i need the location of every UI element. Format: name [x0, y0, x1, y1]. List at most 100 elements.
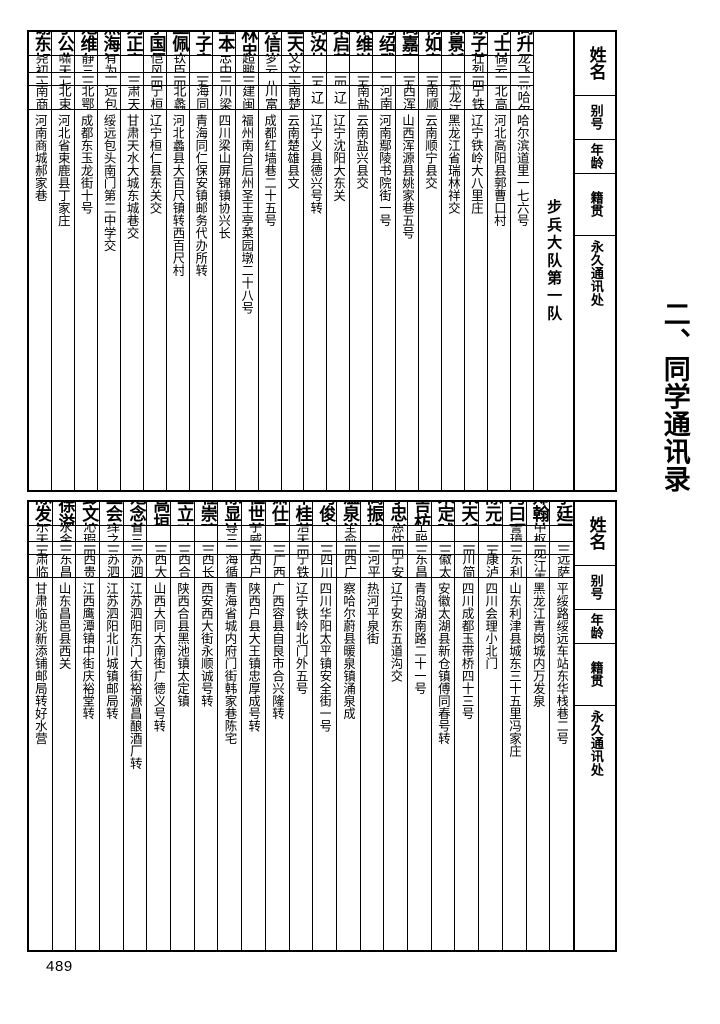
- cell-origin-text: 山东昌邑: [412, 555, 427, 577]
- cell-address-text: 陕西合县黑池镇太定镇: [175, 581, 190, 707]
- cell-age-text: 二一: [377, 73, 392, 85]
- cell-alias-text: 又文: [285, 56, 301, 73]
- cell-age-text: 二二: [317, 542, 332, 554]
- cell-address: 绥远包头南门第二中学交: [98, 110, 120, 490]
- page-number: 489: [46, 958, 73, 975]
- cell-age-text: 二三: [216, 73, 231, 85]
- cell-origin: 安徽太湖: [431, 555, 455, 578]
- cell-name: 宋天任: [455, 502, 479, 526]
- cell-origin-text: 湖北鄂城: [79, 86, 94, 108]
- cell-name-text: 范念曾: [126, 502, 146, 525]
- cell-origin: 绥远包头: [97, 86, 120, 110]
- cell-address-text: 甘肃临洮新添铺邮局转好水营: [33, 581, 47, 745]
- cell-address-text: 河南鄢陵书院街一号: [377, 113, 392, 227]
- person-record-column: 范维仁静三二二湖北鄂城成都东玉龙街十号: [73, 32, 97, 490]
- cell-alias-text: 慈忱: [388, 525, 404, 543]
- cell-origin: 陕西合县: [171, 555, 194, 578]
- cell-origin-text: 陕西合县: [175, 555, 190, 577]
- cell-origin-text: 河北蠡县: [170, 86, 185, 108]
- cell-age-text: 二三: [57, 542, 72, 554]
- column-header-label: 姓名: [585, 46, 606, 81]
- cell-origin: 河北束鹿: [51, 86, 74, 110]
- person-record-column: 高汝忱二五辽辽宁义县德兴号转: [303, 32, 327, 490]
- cell-origin: 云南顺宁: [419, 86, 442, 110]
- cell-address-text: 察哈尔蔚县暖泉镇涌泉成: [341, 581, 356, 720]
- cell-alias-text: 中枢: [530, 525, 546, 543]
- cell-origin-text: 福建闽侯: [239, 86, 254, 108]
- cell-name: 陈发智: [28, 502, 52, 526]
- cell-origin: 四川梁山: [212, 86, 235, 110]
- person-record-column: 丁公典啸天二七河北束鹿河北省束鹿县丁家庄: [50, 32, 74, 490]
- cell-name-text: 杨如寿: [421, 32, 441, 55]
- cell-origin-text: 云南顺宁: [423, 86, 438, 108]
- person-record-column: 陈显达尊三二一青海循化青海省城内府门街韩家巷陈宅: [217, 502, 242, 950]
- unit-label: 步兵大队第一队: [545, 199, 564, 323]
- cell-address: 四川会理小北门: [479, 578, 502, 950]
- cell-alias: 子威: [242, 526, 265, 543]
- cell-age: 二四: [143, 73, 166, 87]
- cell-age: 二四: [526, 542, 550, 555]
- cell-address-text: 辽宁桓仁县东关交: [148, 113, 162, 214]
- cell-origin-text: 辽: [331, 90, 347, 104]
- cell-age: 二三: [194, 542, 218, 555]
- cell-address-text: 青海同仁保安镇邮务代办所转: [193, 113, 208, 277]
- cell-name-text: 刘正容: [122, 32, 142, 55]
- person-record-column: 朱维瀚二五云南盐兴云南盐兴县交: [349, 32, 373, 490]
- cell-origin-text: 山西大同: [151, 555, 166, 577]
- column-header-alias: 别号: [575, 96, 615, 140]
- cell-alias-text: 静三: [78, 56, 94, 73]
- cell-address-text: 广西容县自良市合兴隆转: [270, 581, 284, 720]
- cell-address: 云南楚雄县文: [282, 110, 304, 490]
- cell-alias: 尧初: [29, 56, 51, 73]
- cell-origin: 热河平泉: [360, 555, 384, 578]
- cell-address-text: 西安西大街永顺诚号转: [199, 581, 213, 707]
- column-header-alias: 别号: [575, 566, 615, 610]
- cell-age: 二五: [419, 73, 442, 87]
- cell-name: 程崇璋: [194, 502, 218, 526]
- cell-address: 青海同仁保安镇邮务代办所转: [190, 110, 212, 490]
- cell-name: 刘正容: [120, 32, 143, 57]
- person-record-column: 范念曾省三二三江苏泗阳江苏泗阳东门大街裕源昌酿酒厂转: [122, 502, 147, 950]
- cell-alias: 啸天: [51, 56, 74, 73]
- cell-origin-text: 辽: [308, 90, 324, 104]
- column-header-label: 别号: [587, 574, 603, 601]
- cell-origin: 辽宁铁岭: [465, 86, 488, 110]
- cell-origin-text: 辽宁桓仁: [147, 86, 162, 108]
- cell-age-text: 二一: [222, 542, 237, 554]
- cell-alias-text: 壮烈: [468, 56, 484, 73]
- cell-name: 范念曾: [123, 502, 147, 526]
- cell-alias-text: 啸天: [55, 56, 71, 73]
- cell-origin: 青海循化: [218, 555, 242, 578]
- cell-address: 成都红墙巷二十五号: [259, 110, 281, 490]
- cell-origin: 江苏泗阳: [99, 555, 123, 578]
- cell-alias: [313, 526, 336, 543]
- cell-origin: 福建闽侯: [235, 86, 258, 110]
- cell-address-text: 甘肃天水大城东城巷交: [125, 113, 139, 239]
- column-header-label: 籍贯: [587, 191, 603, 218]
- directory-table-bottom: 姓名别号年龄籍贯永久通讯处李廷玉二三绥远萨县平绥路绥远车站东华栈巷二号郑翰忱中枢…: [27, 500, 617, 952]
- cell-age-text: 二五: [423, 73, 438, 85]
- cell-origin: 河北蠡县: [166, 86, 189, 110]
- cell-alias: [360, 526, 384, 543]
- person-record-column: 马俊之二二四川四川华阳太平镇安全街一号: [312, 502, 336, 950]
- cell-age: 二二: [74, 73, 97, 87]
- cell-address: 甘肃天水大城东城巷交: [121, 110, 143, 490]
- cell-age: 二四: [289, 542, 313, 555]
- cell-age-text: 二四: [331, 73, 346, 85]
- cell-age: 二四: [465, 73, 488, 87]
- cell-alias: [147, 526, 171, 543]
- cell-origin-text: 辽宁铁岭: [294, 555, 309, 577]
- cell-alias: [120, 56, 143, 73]
- cell-name: 丁公典: [51, 32, 74, 57]
- person-record-column: 李国儒恺风二四辽宁桓仁辽宁桓仁县东关交: [142, 32, 166, 490]
- cell-address-text: 辽宁铁岭大八里庄: [469, 113, 483, 214]
- person-record-column: 谢东旭尧初二六河南商城河南商城郝家巷: [29, 32, 51, 490]
- cell-address-text: 山西浑源县姚家巷五号: [400, 113, 415, 239]
- cell-alias: [194, 526, 218, 543]
- cell-origin-text: 安徽太湖: [436, 555, 451, 577]
- cell-name-text: 高升云: [513, 32, 533, 55]
- cell-alias: 中枢: [526, 525, 550, 543]
- cell-alias: [431, 526, 455, 543]
- cell-age: 二五: [304, 73, 327, 87]
- cell-address-text: 哈尔滨道里一七六号: [515, 113, 529, 227]
